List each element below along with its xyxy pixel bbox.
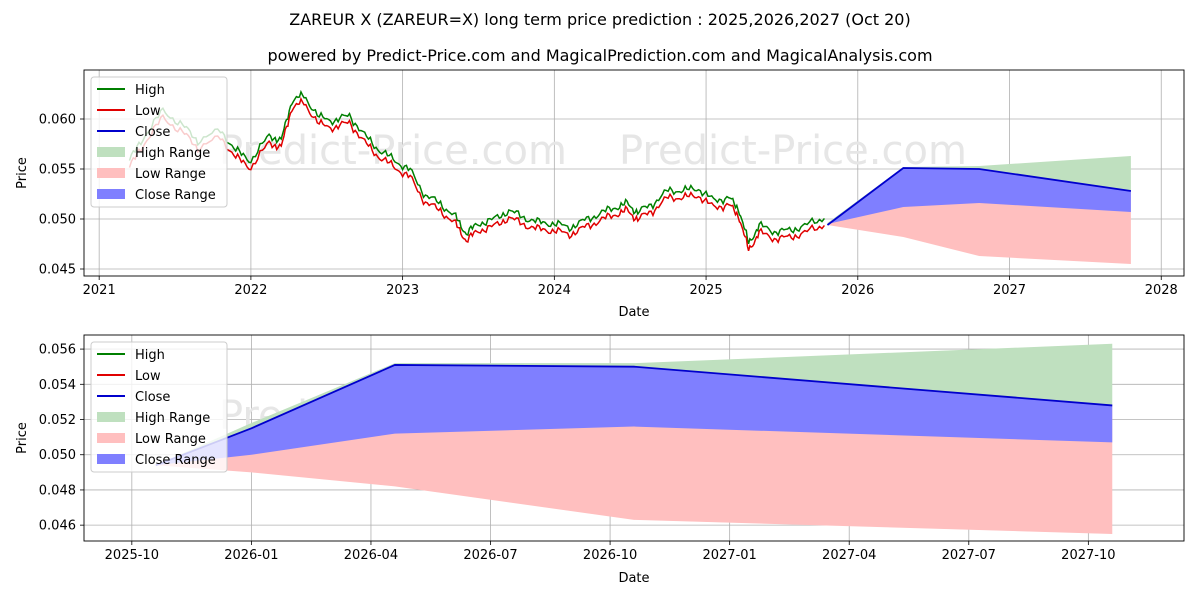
x-tick-label: 2024 [538, 283, 571, 298]
watermark: Predict-Price.com [619, 128, 967, 174]
legend-label: High Range [135, 411, 210, 426]
x-tick-label: 2027-04 [822, 548, 876, 563]
low-series-line [128, 96, 826, 252]
x-tick-label: 2027 [993, 283, 1026, 298]
legend-swatch [97, 412, 125, 422]
high-range-area [827, 156, 1131, 225]
x-tick-label: 2026-07 [463, 548, 517, 563]
legend-label: Low Range [135, 167, 206, 182]
x-tick-label: 2026-10 [583, 548, 637, 563]
chart-subtitle: powered by Predict-Price.com and Magical… [267, 46, 933, 65]
x-tick-label: 2026-04 [344, 548, 398, 563]
legend-label: Close Range [135, 453, 216, 468]
x-tick-label: 2025 [690, 283, 723, 298]
y-tick-label: 0.055 [39, 163, 76, 178]
legend-label: Low Range [135, 432, 206, 447]
x-tick-label: 2026 [841, 283, 874, 298]
plot-frame [83, 69, 1185, 277]
x-tick-label: 2028 [1145, 283, 1178, 298]
x-axis-label: Date [618, 571, 649, 586]
legend-swatch [97, 433, 125, 443]
y-tick-label: 0.060 [39, 113, 76, 128]
legend-swatch [97, 189, 125, 199]
y-axis-label: Price [15, 157, 30, 189]
legend-label: High [135, 83, 165, 98]
y-tick-label: 0.052 [39, 413, 76, 428]
x-axis-label: Date [618, 305, 649, 320]
y-tick-label: 0.045 [39, 263, 76, 278]
legend-label: Low [135, 104, 161, 119]
legend-swatch [97, 168, 125, 178]
x-tick-label: 2023 [386, 283, 419, 298]
high-range-area [155, 343, 1113, 466]
y-tick-label: 0.056 [39, 343, 76, 358]
legend-swatch [97, 147, 125, 157]
panel-2: 2025-10 2026-01 2026-04 2026-07 2026-10 2027-… [15, 334, 1185, 586]
plot-frame [83, 334, 1185, 542]
legend-label: High Range [135, 146, 210, 161]
x-tick-label: 2026-01 [224, 548, 278, 563]
legend-label: Close [135, 125, 170, 140]
legend: High Low Close High Range Low Range Close Ran… [90, 76, 228, 208]
legend-label: Low [135, 369, 161, 384]
close-range-area [827, 168, 1131, 225]
y-axis-label: Price [15, 422, 30, 454]
y-tick-label: 0.050 [39, 213, 76, 228]
y-tick-label: 0.054 [39, 378, 76, 393]
close-series-line [826, 167, 1132, 226]
legend-label: Close [135, 390, 170, 405]
x-tick-label: 2021 [83, 283, 116, 298]
x-tick-label: 2027-07 [942, 548, 996, 563]
x-tick-label: 2022 [234, 283, 267, 298]
legend-label: Close Range [135, 188, 216, 203]
y-tick-label: 0.046 [39, 519, 76, 534]
legend-swatch [97, 454, 125, 464]
high-series-line [128, 89, 826, 245]
chart-title: ZAREUR X (ZAREUR=X) long term price pred… [289, 10, 911, 29]
y-tick-label: 0.050 [39, 448, 76, 463]
panel-1: 2021 2022 2023 2024 2025 2026 2027 2028 0.045 0.0… [15, 69, 1185, 320]
legend: High Low Close High Range Low Range Close Ran… [90, 341, 228, 473]
x-tick-label: 2027-01 [702, 548, 756, 563]
x-tick-label: 2025-10 [105, 548, 159, 563]
close-range-area [155, 364, 1113, 466]
x-tick-label: 2027-10 [1061, 548, 1115, 563]
legend-label: High [135, 348, 165, 363]
y-tick-label: 0.048 [39, 483, 76, 498]
